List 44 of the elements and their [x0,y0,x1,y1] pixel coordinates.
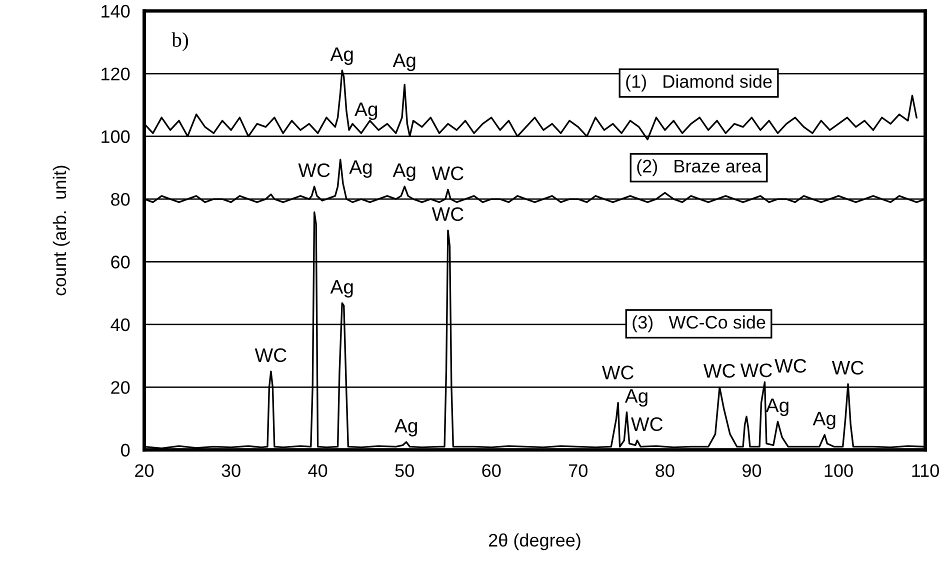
annotation: Ag [812,412,836,430]
annotation: WC [832,360,864,375]
annotation: WC [432,207,464,221]
text: (3) WC-Co side [632,315,766,332]
annotation: Ag [392,164,416,181]
series-label: (1) Diamond side [626,74,772,92]
annotation: WC [740,363,772,378]
x-tick-label: 70 [569,464,588,478]
x-tick-label: 110 [912,464,939,478]
y-tick-label: 140 [102,4,130,18]
y-tick-label: 0 [121,444,130,457]
y-tick-label: 100 [102,130,130,144]
x-tick-label: 80 [656,464,674,478]
annotation: Ag [330,48,353,65]
x-tick-label: 100 [824,464,853,478]
annotation: WC [432,166,464,180]
y-tick-label: 120 [102,68,130,80]
series-label: (2) Braze area [637,159,762,176]
annotation: Ag [349,160,372,178]
y-tick-label: 60 [111,256,130,268]
y-tick-label: 40 [110,318,130,332]
annotation: Ag [354,102,378,120]
annotation: Ag [624,389,648,407]
y-axis-title: count (arb. unit) [52,166,70,296]
annotation: Ag [766,398,788,416]
x-tick-label: 30 [222,464,240,478]
x-tick-label: 50 [395,464,414,478]
y-tick-label: 80 [111,192,130,206]
x-tick-label: 20 [135,464,154,478]
annotation: WC [298,163,330,178]
annotation: WC [602,366,634,380]
annotation: WC [703,364,736,378]
annotation: Ag [330,280,353,298]
annotation: WC [254,348,286,362]
annotation: b) [172,32,188,52]
annotation: WC [631,417,663,432]
x-tick-label: 40 [308,464,328,478]
x-tick-label: 90 [742,464,762,478]
annotation: Ag [394,419,417,436]
x-tick-label: 60 [482,464,501,478]
annotation: WC [774,358,806,373]
x-axis-title: 2θ (degree) [489,533,580,550]
y-tick-label: 20 [111,381,130,394]
annotation: Ag [392,54,416,72]
